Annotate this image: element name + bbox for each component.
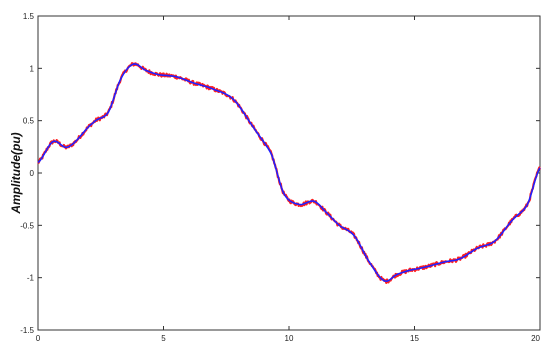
y-axis-label: Amplitude(pu)	[9, 132, 23, 214]
series-layer	[37, 62, 541, 284]
y-tick-label: -1	[27, 274, 35, 283]
y-tick-label: -0.5	[20, 221, 34, 230]
y-tick-label: 1	[30, 64, 35, 73]
y-tick-label: -1.5	[20, 326, 34, 335]
y-tick-label: 0.5	[23, 117, 35, 126]
plot-area	[37, 15, 541, 331]
x-tick-label: 10	[285, 334, 294, 343]
x-tick-label: 5	[161, 334, 166, 343]
x-axis-ticks: 0 5 10 15 20	[36, 16, 541, 343]
y-axis-ticks: 1.5 1 0.5 0 -0.5 -1 -1.5	[20, 12, 540, 335]
series-line-1	[37, 63, 541, 282]
x-tick-label: 15	[410, 334, 419, 343]
y-tick-label: 0	[30, 169, 35, 178]
x-tick-label: 20	[531, 334, 540, 343]
x-tick-label: 0	[36, 334, 41, 343]
y-tick-label: 1.5	[23, 12, 35, 21]
